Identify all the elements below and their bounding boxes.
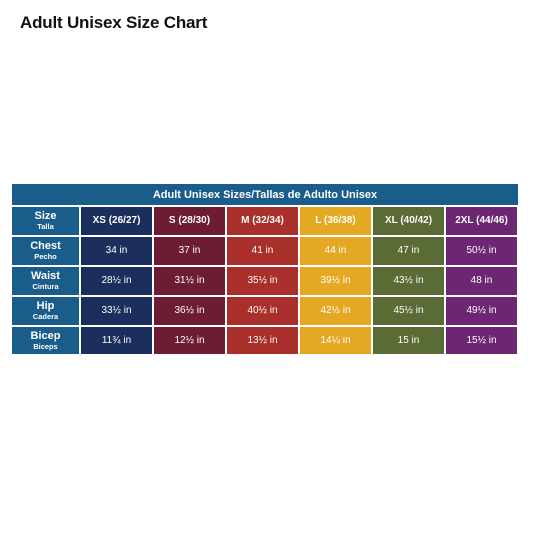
row-sublabel: Pecho bbox=[34, 252, 57, 262]
row-label: Hip bbox=[36, 300, 55, 313]
table-cell: 33½ in bbox=[81, 297, 152, 325]
col-header-xs: XS (26/27) bbox=[81, 207, 152, 235]
table-cell: 44 in bbox=[300, 237, 371, 265]
table-cell: 47 in bbox=[373, 237, 444, 265]
table-cell: 37 in bbox=[154, 237, 225, 265]
table-cell: 28½ in bbox=[81, 267, 152, 295]
table-cell: 15½ in bbox=[446, 327, 517, 354]
table-cell: 14¼ in bbox=[300, 327, 371, 354]
table-cell: 35½ in bbox=[227, 267, 298, 295]
row-sublabel: Cadera bbox=[32, 312, 59, 322]
row-sublabel: Biceps bbox=[33, 341, 58, 351]
col-header-m: M (32/34) bbox=[227, 207, 298, 235]
col-header-xl: XL (40/42) bbox=[373, 207, 444, 235]
row-sublabel: Cintura bbox=[32, 282, 59, 292]
table-cell: 36½ in bbox=[154, 297, 225, 325]
table-cell: 43½ in bbox=[373, 267, 444, 295]
table-cell: 31½ in bbox=[154, 267, 225, 295]
table-cell: 50½ in bbox=[446, 237, 517, 265]
table-cell: 45½ in bbox=[373, 297, 444, 325]
table-cell: 12½ in bbox=[154, 327, 225, 354]
corner-header: Size Talla bbox=[12, 207, 79, 235]
table-cell: 15 in bbox=[373, 327, 444, 354]
col-header-2xl: 2XL (44/46) bbox=[446, 207, 517, 235]
table-cell: 42½ in bbox=[300, 297, 371, 325]
row-label: Bicep bbox=[30, 329, 61, 342]
col-header-l: L (36/38) bbox=[300, 207, 371, 235]
table-cell: 13½ in bbox=[227, 327, 298, 354]
table-cell: 41 in bbox=[227, 237, 298, 265]
table-cell: 11¾ in bbox=[81, 327, 152, 354]
table-cell: 48 in bbox=[446, 267, 517, 295]
table-cell: 49½ in bbox=[446, 297, 517, 325]
corner-label: Size bbox=[34, 210, 57, 223]
table-cell: 34 in bbox=[81, 237, 152, 265]
row-header-waist: Waist Cintura bbox=[12, 267, 79, 295]
page-title: Adult Unisex Size Chart bbox=[20, 13, 208, 32]
table-cell: 39½ in bbox=[300, 267, 371, 295]
col-header-s: S (28/30) bbox=[154, 207, 225, 235]
row-label: Waist bbox=[31, 270, 60, 283]
size-grid: Size Talla XS (26/27) S (28/30) M (32/34… bbox=[12, 207, 518, 354]
row-header-hip: Hip Cadera bbox=[12, 297, 79, 325]
table-banner: Adult Unisex Sizes/Tallas de Adulto Unis… bbox=[12, 184, 518, 205]
row-header-chest: Chest Pecho bbox=[12, 237, 79, 265]
row-label: Chest bbox=[30, 240, 61, 253]
corner-sublabel: Talla bbox=[37, 222, 54, 232]
size-chart-table: Adult Unisex Sizes/Tallas de Adulto Unis… bbox=[12, 184, 518, 354]
row-header-bicep: Bicep Biceps bbox=[12, 327, 79, 354]
table-cell: 40½ in bbox=[227, 297, 298, 325]
